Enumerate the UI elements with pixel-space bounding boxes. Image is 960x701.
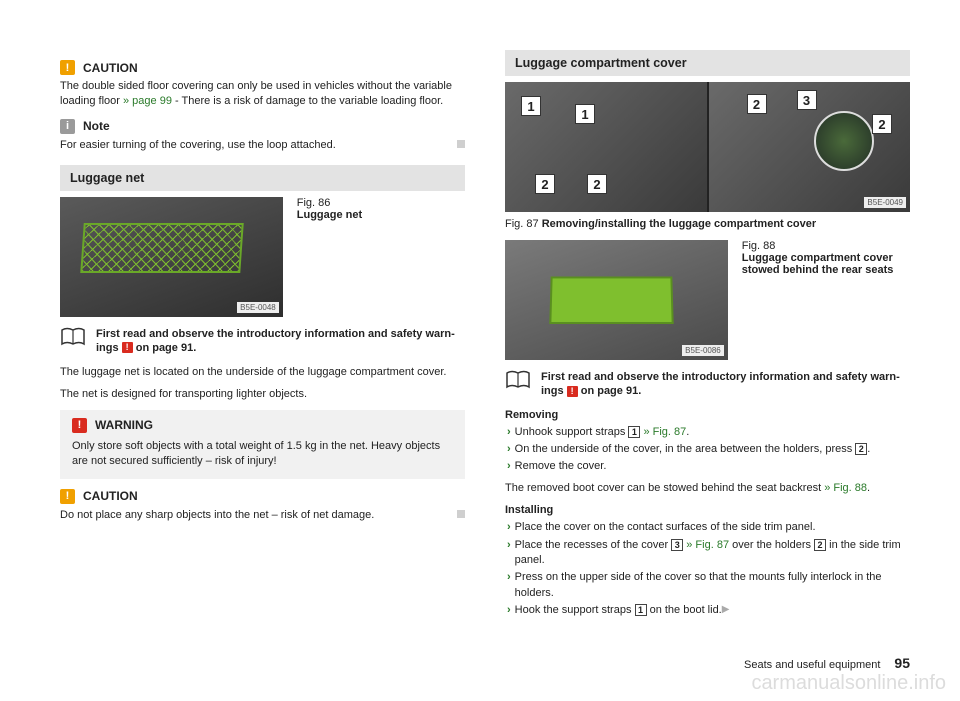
warning-block: ! WARNING Only store soft objects with a… bbox=[60, 410, 465, 479]
note-title: Note bbox=[83, 119, 110, 133]
figure-88-caption: Fig. 88 Luggage compartment cover stowed… bbox=[742, 240, 910, 276]
figure-tag: B5E-0049 bbox=[864, 197, 906, 208]
step: ›Hook the support straps 1 on the boot l… bbox=[507, 603, 910, 618]
step: ›On the underside of the cover, in the a… bbox=[507, 442, 910, 457]
step-arrow-icon: › bbox=[507, 570, 511, 601]
read-first-row: First read and observe the introductory … bbox=[60, 327, 465, 356]
read-first-text: First read and observe the introductory … bbox=[96, 327, 465, 356]
callout-2: 2 bbox=[587, 174, 607, 194]
right-column: Luggage compartment cover 1 1 2 2 2 3 2 … bbox=[505, 50, 910, 623]
step-arrow-icon: › bbox=[507, 520, 511, 535]
figure-88-row: B5E-0086 Fig. 88 Luggage compartment cov… bbox=[505, 240, 910, 360]
detail-circle bbox=[814, 111, 874, 171]
step-arrow-icon: › bbox=[507, 538, 511, 569]
watermark: carmanualsonline.info bbox=[751, 672, 946, 695]
caution-block-2: ! CAUTION Do not place any sharp objects… bbox=[60, 489, 465, 523]
footer-section: Seats and useful equipment bbox=[744, 659, 880, 671]
ref-1: 1 bbox=[635, 604, 647, 616]
caution-title: CAUTION bbox=[83, 61, 138, 75]
figure-86-row: B5E-0048 Fig. 86 Luggage net bbox=[60, 197, 465, 317]
note-icon: i bbox=[60, 119, 75, 134]
left-column: ! CAUTION The double sided floor coverin… bbox=[60, 50, 465, 623]
note-body: For easier turning of the covering, use … bbox=[60, 138, 465, 153]
warning-icon: ! bbox=[72, 418, 87, 433]
note-block: i Note For easier turning of the coverin… bbox=[60, 119, 465, 153]
callout-2: 2 bbox=[747, 94, 767, 114]
paragraph: The net is designed for transporting lig… bbox=[60, 387, 465, 402]
installing-steps: ›Place the cover on the contact surfaces… bbox=[505, 520, 910, 618]
warning-title: WARNING bbox=[95, 418, 153, 432]
figure-tag: B5E-0048 bbox=[237, 302, 279, 313]
callout-2: 2 bbox=[872, 114, 892, 134]
step: ›Place the recesses of the cover 3 » Fig… bbox=[507, 538, 910, 569]
end-marker-icon bbox=[457, 510, 465, 518]
figure-86-image: B5E-0048 bbox=[60, 197, 283, 317]
warning-body: Only store soft objects with a total wei… bbox=[72, 439, 453, 469]
callout-2: 2 bbox=[535, 174, 555, 194]
caution-icon: ! bbox=[60, 60, 75, 75]
figure-86-caption: Fig. 86 Luggage net bbox=[297, 197, 465, 221]
step-arrow-icon: › bbox=[507, 459, 511, 474]
figure-tag: B5E-0086 bbox=[682, 345, 724, 356]
paragraph: The luggage net is located on the unders… bbox=[60, 365, 465, 380]
figure-87-caption: Fig. 87 Removing/installing the luggage … bbox=[505, 218, 910, 230]
read-first-row: First read and observe the introductory … bbox=[505, 370, 910, 399]
callout-1: 1 bbox=[575, 104, 595, 124]
ref-2: 2 bbox=[855, 443, 867, 455]
figure-87-left: 1 1 2 2 bbox=[505, 82, 707, 212]
caution-body: The double sided floor covering can only… bbox=[60, 79, 465, 109]
ref-2: 2 bbox=[814, 539, 826, 551]
page-columns: ! CAUTION The double sided floor coverin… bbox=[60, 50, 910, 623]
callout-1: 1 bbox=[521, 96, 541, 116]
figure-87-right: 2 3 2 B5E-0049 bbox=[707, 82, 911, 212]
section-heading-luggage-net: Luggage net bbox=[60, 165, 465, 191]
callout-3: 3 bbox=[797, 90, 817, 110]
warning-mini-icon: ! bbox=[122, 342, 133, 353]
page-footer: Seats and useful equipment 95 bbox=[744, 655, 910, 671]
step: ›Press on the upper side of the cover so… bbox=[507, 570, 910, 601]
end-marker-icon bbox=[457, 140, 465, 148]
caution-block-1: ! CAUTION The double sided floor coverin… bbox=[60, 60, 465, 109]
warning-mini-icon: ! bbox=[567, 386, 578, 397]
step: ›Remove the cover. bbox=[507, 459, 910, 474]
fig-link[interactable]: » Fig. 87 bbox=[640, 426, 686, 438]
paragraph: The removed boot cover can be stowed beh… bbox=[505, 481, 910, 496]
removing-steps: ›Unhook support straps 1 » Fig. 87. ›On … bbox=[505, 425, 910, 475]
step-arrow-icon: › bbox=[507, 603, 511, 618]
net-illustration bbox=[81, 223, 245, 273]
figure-88-image: B5E-0086 bbox=[505, 240, 728, 360]
page-link[interactable]: » page 99 bbox=[123, 95, 172, 107]
book-icon bbox=[505, 370, 531, 390]
step: ›Unhook support straps 1 » Fig. 87. bbox=[507, 425, 910, 440]
figure-87-image: 1 1 2 2 2 3 2 B5E-0049 bbox=[505, 82, 910, 212]
section-heading-cover: Luggage compartment cover bbox=[505, 50, 910, 76]
caution-icon: ! bbox=[60, 489, 75, 504]
book-icon bbox=[60, 327, 86, 347]
continue-arrow-icon: ▶ bbox=[722, 603, 730, 617]
cover-illustration bbox=[549, 276, 673, 324]
read-first-text: First read and observe the introductory … bbox=[541, 370, 910, 399]
caution-title: CAUTION bbox=[83, 489, 138, 503]
page-number: 95 bbox=[894, 655, 910, 671]
ref-3: 3 bbox=[671, 539, 683, 551]
caution-body: Do not place any sharp objects into the … bbox=[60, 508, 465, 523]
step-arrow-icon: › bbox=[507, 425, 511, 440]
fig-link[interactable]: » Fig. 87 bbox=[683, 539, 729, 551]
step-arrow-icon: › bbox=[507, 442, 511, 457]
removing-heading: Removing bbox=[505, 409, 910, 421]
step: ›Place the cover on the contact surfaces… bbox=[507, 520, 910, 535]
installing-heading: Installing bbox=[505, 504, 910, 516]
fig-link[interactable]: » Fig. 88 bbox=[824, 482, 867, 494]
ref-1: 1 bbox=[628, 426, 640, 438]
